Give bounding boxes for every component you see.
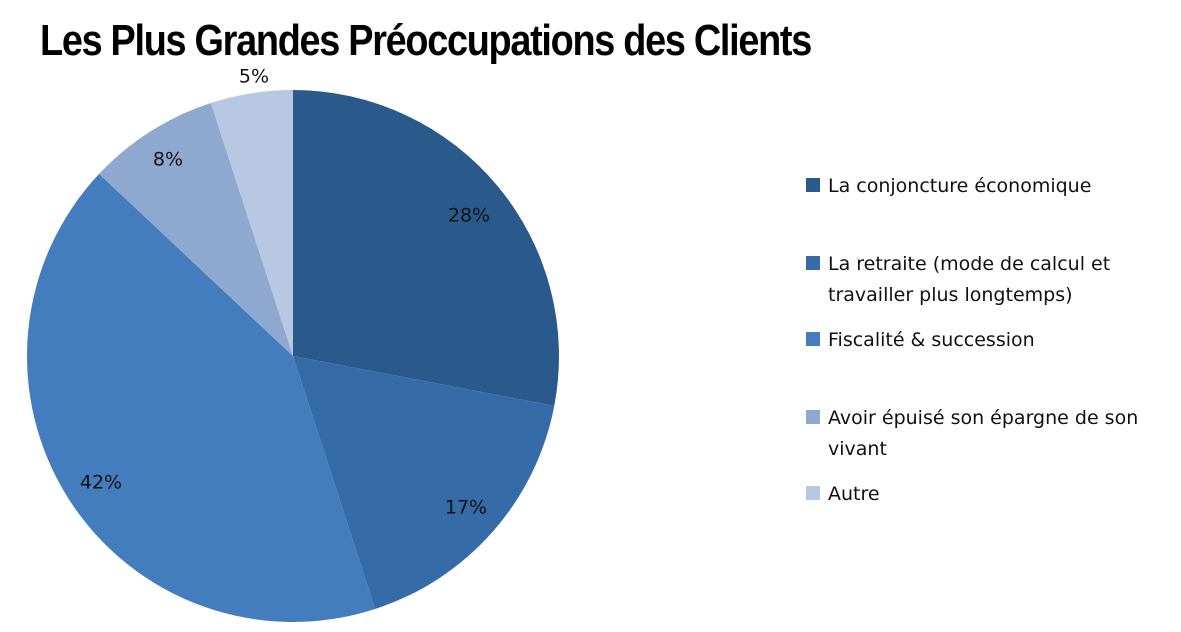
- legend-item-retraite: La retraite (mode de calcul et travaille…: [806, 249, 1128, 311]
- data-label-autre: 5%: [239, 66, 269, 88]
- data-label-epargne: 8%: [153, 149, 183, 171]
- pie-slice-epargne: [99, 103, 293, 356]
- pie-slice-autre: [210, 90, 293, 356]
- legend-swatch: [806, 256, 820, 270]
- legend-item-fiscalite: Fiscalité & succession: [806, 325, 1173, 356]
- pie-slice-conjoncture: [293, 90, 559, 406]
- legend-label: Fiscalité & succession: [828, 329, 1035, 351]
- legend-swatch: [806, 332, 820, 346]
- legend-label: Avoir épuisé son épargne de son vivant: [828, 407, 1139, 460]
- legend-swatch: [806, 486, 820, 500]
- data-label-fiscalite: 42%: [80, 472, 122, 494]
- data-label-retraite: 17%: [445, 497, 487, 519]
- legend-swatch: [806, 410, 820, 424]
- legend-item-epargne: Avoir épuisé son épargne de son vivant: [806, 403, 1173, 465]
- chart-title: Les Plus Grandes Préoccupations des Clie…: [40, 16, 812, 65]
- legend-label: La retraite (mode de calcul et travaille…: [828, 253, 1111, 306]
- pie-data-labels: 28% 17% 42% 8% 5%: [80, 66, 490, 519]
- legend-label: Autre: [828, 483, 880, 505]
- pie-slices: [26, 90, 559, 623]
- data-label-conjoncture: 28%: [448, 205, 490, 227]
- legend-item-conjoncture: La conjoncture économique: [806, 171, 1173, 202]
- legend-label: La conjoncture économique: [828, 175, 1092, 197]
- legend-swatch: [806, 178, 820, 192]
- pie-slice-retraite: [293, 356, 555, 609]
- pie-slice-fiscalite: [26, 173, 376, 623]
- legend-item-autre: Autre: [806, 479, 1173, 510]
